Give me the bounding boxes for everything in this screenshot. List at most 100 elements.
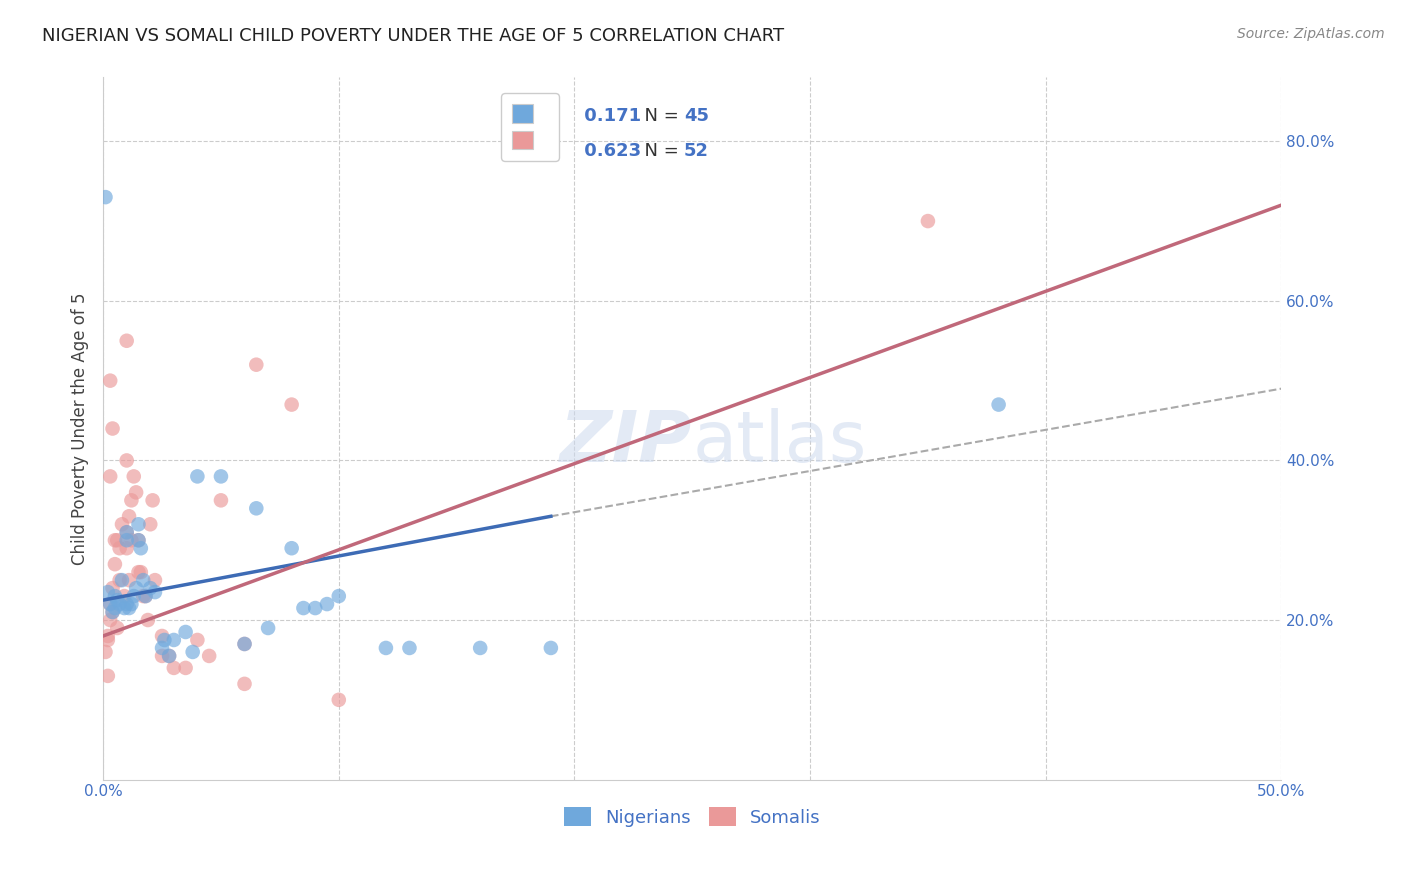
- Point: [115, 525, 138, 540]
- Point: [233, 637, 256, 651]
- Point: [153, 632, 176, 647]
- Point: [98, 469, 121, 483]
- Point: [104, 557, 127, 571]
- Point: [112, 589, 135, 603]
- Point: [186, 632, 208, 647]
- Point: [132, 589, 155, 603]
- Point: [115, 597, 138, 611]
- Point: [304, 601, 326, 615]
- Point: [127, 533, 149, 548]
- Point: [398, 640, 420, 655]
- Point: [157, 648, 180, 663]
- Point: [174, 625, 197, 640]
- Point: [163, 632, 186, 647]
- Point: [163, 661, 186, 675]
- Point: [98, 597, 121, 611]
- Point: [374, 640, 396, 655]
- Text: Source: ZipAtlas.com: Source: ZipAtlas.com: [1237, 27, 1385, 41]
- Point: [104, 589, 127, 603]
- Point: [94, 190, 117, 204]
- Point: [136, 613, 159, 627]
- Point: [108, 573, 131, 587]
- Point: [118, 573, 141, 587]
- Point: [174, 661, 197, 675]
- Text: R =: R =: [522, 142, 561, 161]
- Point: [120, 533, 142, 548]
- Point: [122, 589, 145, 603]
- Point: [132, 573, 155, 587]
- Text: 45: 45: [683, 107, 709, 125]
- Point: [129, 541, 152, 556]
- Text: NIGERIAN VS SOMALI CHILD POVERTY UNDER THE AGE OF 5 CORRELATION CHART: NIGERIAN VS SOMALI CHILD POVERTY UNDER T…: [42, 27, 785, 45]
- Point: [209, 493, 232, 508]
- Point: [118, 509, 141, 524]
- Point: [115, 533, 138, 548]
- Point: [150, 629, 173, 643]
- Point: [120, 493, 142, 508]
- Point: [245, 501, 267, 516]
- Point: [127, 533, 149, 548]
- Point: [118, 601, 141, 615]
- Point: [127, 565, 149, 579]
- Text: atlas: atlas: [692, 408, 866, 477]
- Text: 0.623: 0.623: [578, 142, 641, 161]
- Point: [98, 597, 121, 611]
- Point: [328, 589, 350, 603]
- Point: [143, 573, 166, 587]
- Point: [105, 621, 128, 635]
- Point: [108, 541, 131, 556]
- Point: [122, 469, 145, 483]
- Point: [150, 640, 173, 655]
- Point: [101, 421, 124, 435]
- Point: [139, 517, 162, 532]
- Point: [257, 621, 280, 635]
- Point: [98, 374, 121, 388]
- Text: N =: N =: [633, 107, 685, 125]
- Point: [233, 637, 256, 651]
- Point: [917, 214, 939, 228]
- Point: [112, 601, 135, 615]
- Point: [115, 334, 138, 348]
- Point: [135, 589, 157, 603]
- Point: [135, 589, 157, 603]
- Point: [245, 358, 267, 372]
- Text: R =: R =: [522, 107, 561, 125]
- Point: [98, 613, 121, 627]
- Point: [115, 525, 138, 540]
- Point: [115, 541, 138, 556]
- Y-axis label: Child Poverty Under the Age of 5: Child Poverty Under the Age of 5: [72, 293, 89, 565]
- Text: 52: 52: [683, 142, 709, 161]
- Point: [328, 693, 350, 707]
- Point: [97, 632, 120, 647]
- Point: [280, 541, 302, 556]
- Text: 0.171: 0.171: [578, 107, 641, 125]
- Point: [101, 605, 124, 619]
- Point: [97, 629, 120, 643]
- Point: [186, 469, 208, 483]
- Point: [280, 398, 302, 412]
- Point: [101, 605, 124, 619]
- Point: [233, 677, 256, 691]
- Point: [143, 585, 166, 599]
- Point: [209, 469, 232, 483]
- Point: [104, 533, 127, 548]
- Point: [111, 573, 134, 587]
- Point: [142, 493, 165, 508]
- Point: [125, 485, 148, 500]
- Point: [104, 601, 127, 615]
- Point: [105, 593, 128, 607]
- Legend: Nigerians, Somalis: Nigerians, Somalis: [557, 800, 828, 834]
- Point: [157, 648, 180, 663]
- Point: [120, 597, 142, 611]
- Point: [108, 597, 131, 611]
- Point: [111, 517, 134, 532]
- Point: [97, 585, 120, 599]
- Point: [127, 517, 149, 532]
- Text: ZIP: ZIP: [560, 408, 692, 477]
- Point: [987, 398, 1010, 412]
- Point: [105, 533, 128, 548]
- Point: [181, 645, 204, 659]
- Point: [97, 669, 120, 683]
- Point: [94, 645, 117, 659]
- Point: [540, 640, 562, 655]
